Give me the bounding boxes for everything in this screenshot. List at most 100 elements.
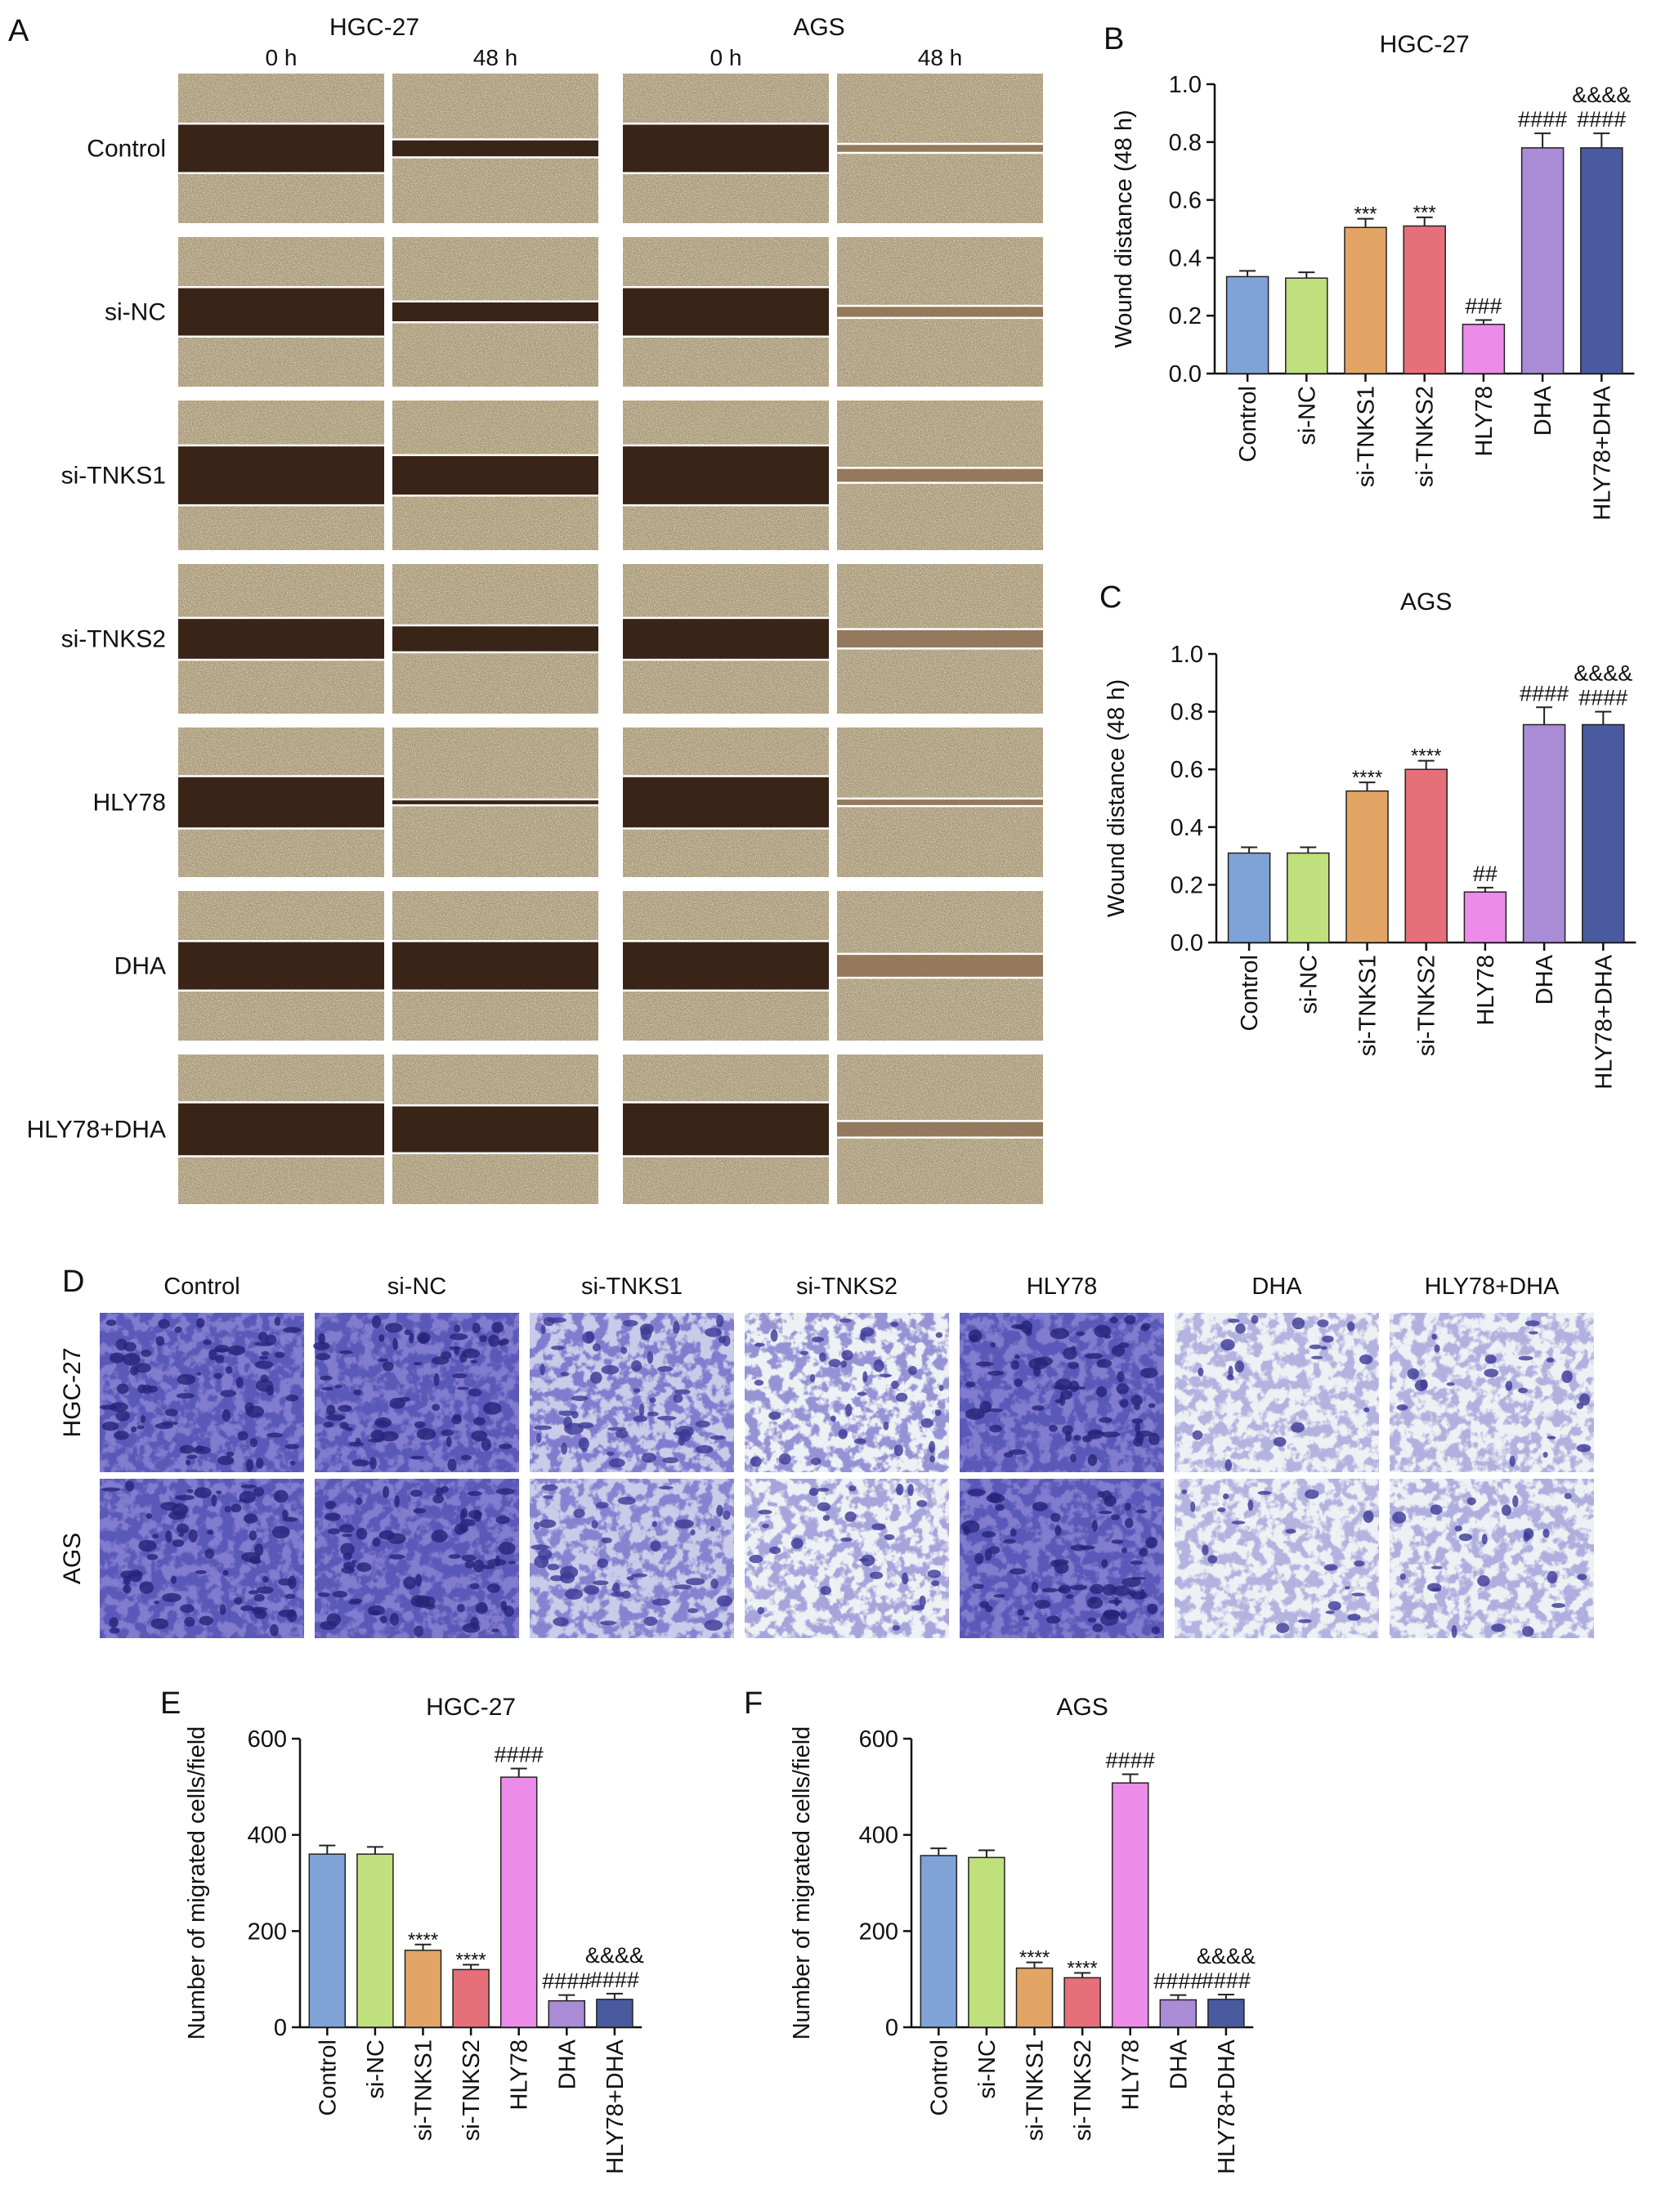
chart-c: C AGS 0.0 0.2 0.4 0.6 0.8 1.0 Wound distance (48…	[1099, 580, 1636, 1090]
y-tick-label: 600	[248, 1726, 287, 1753]
transwell-image	[1390, 1479, 1594, 1638]
bar	[1227, 852, 1271, 943]
transwell-image	[1175, 1479, 1379, 1638]
time-label: 48 h	[918, 45, 963, 70]
micrograph	[178, 74, 384, 223]
y-tick-label: 0.0	[1169, 361, 1202, 387]
micrograph	[837, 564, 1043, 714]
y-tick-label: 0.4	[1171, 815, 1203, 841]
bar	[1287, 852, 1330, 943]
row-label: si-TNKS1	[61, 463, 166, 490]
category-label: Control	[315, 2040, 341, 2116]
significance-label: ####	[1518, 107, 1567, 132]
bar	[1344, 226, 1387, 374]
y-axis-label: Wound distance (48 h)	[1111, 110, 1137, 347]
category-label: si-TNKS1	[411, 2040, 437, 2141]
bar	[1015, 1967, 1054, 2028]
micrograph	[623, 74, 829, 223]
micrograph	[837, 74, 1043, 223]
transwell-image	[1390, 1313, 1594, 1472]
column-label: DHA	[1251, 1274, 1302, 1300]
significance-label: ##	[1473, 862, 1498, 886]
significance-label: ####	[1520, 681, 1569, 705]
bar	[968, 1856, 1005, 2028]
bar	[920, 1855, 958, 2028]
significance-label: ####	[1577, 107, 1626, 132]
transwell-image	[100, 1479, 304, 1638]
significance-label: ***	[1413, 202, 1436, 224]
panel-letter: F	[744, 1686, 763, 1721]
category-label: Control	[926, 2040, 952, 2116]
transwell-image	[745, 1479, 949, 1638]
row-label: HLY78	[92, 790, 166, 817]
significance-label: ****	[1067, 1958, 1097, 1980]
category-label: DHA	[1530, 385, 1556, 436]
significance-label: &&&&	[585, 1943, 644, 1968]
category-label: si-NC	[1294, 386, 1320, 446]
category-label: DHA	[1532, 954, 1558, 1005]
y-tick-label: 1.0	[1171, 642, 1203, 668]
bar-charts: B HGC-27 0.0 0.2 0.4 0.6 0.8 1.0 Wound distance …	[160, 22, 1636, 2174]
category-label: HLY78	[1473, 955, 1499, 1026]
column-label: HLY78+DHA	[1425, 1274, 1560, 1300]
micrograph	[392, 401, 598, 550]
y-tick-label: 0.8	[1171, 700, 1203, 726]
category-label: Control	[1235, 386, 1261, 463]
micrograph	[837, 401, 1043, 550]
bar	[1580, 147, 1623, 374]
bar	[596, 1999, 634, 2028]
micrograph	[392, 74, 598, 223]
row-label: DHA	[114, 953, 166, 980]
bar	[1225, 275, 1269, 374]
y-tick-label: 0.2	[1169, 303, 1202, 329]
micrograph	[178, 564, 384, 714]
micrograph	[178, 728, 384, 877]
y-tick-label: 400	[248, 1823, 287, 1849]
y-tick-label: 200	[248, 1919, 287, 1945]
panel-d-transwell: D Control si-NC si-TNKS1 si-TNKS2 HLY78 DHA HLY…	[59, 1265, 1594, 1638]
panel-letter-a: A	[8, 14, 29, 48]
bar	[1403, 225, 1446, 374]
y-tick-label: 1.0	[1169, 72, 1202, 98]
y-tick-label: 400	[859, 1823, 898, 1849]
y-tick-label: 200	[859, 1919, 898, 1945]
significance-label: ***	[1354, 204, 1377, 226]
panel-a-wound-healing: A HGC-27 AGS 0 h 48 h 0 h 48 h Control si-NC si-T…	[8, 14, 1043, 1204]
row-label: AGS	[59, 1533, 86, 1584]
transwell-image	[99, 1313, 304, 1472]
micrograph	[178, 891, 384, 1041]
significance-label: &&&&	[1572, 83, 1631, 107]
category-label: si-TNKS2	[1414, 955, 1440, 1056]
column-label: si-TNKS2	[796, 1274, 898, 1300]
panel-letter-d: D	[62, 1265, 84, 1299]
time-label: 0 h	[710, 45, 742, 70]
significance-label: ****	[1019, 1947, 1050, 1969]
bar	[1582, 723, 1625, 943]
bar	[404, 1950, 442, 2028]
micrograph	[178, 1055, 384, 1204]
category-label: DHA	[1166, 2039, 1192, 2089]
significance-label: ####	[1202, 1968, 1251, 1993]
micrograph	[392, 237, 598, 387]
significance-label: ####	[542, 1969, 591, 1994]
bar	[356, 1853, 394, 2028]
significance-label: ####	[495, 1742, 544, 1766]
bar	[1462, 324, 1506, 374]
row-label: Control	[87, 136, 166, 163]
category-label: si-NC	[974, 2040, 1001, 2099]
line-label-hgc27: HGC-27	[329, 14, 419, 41]
micrograph	[837, 728, 1043, 877]
chart-title: HGC-27	[1380, 31, 1470, 58]
micrograph	[178, 237, 384, 387]
micrograph	[392, 564, 598, 714]
row-label: si-TNKS2	[61, 626, 166, 653]
micrograph	[392, 728, 598, 877]
micrograph	[837, 1055, 1043, 1204]
micrograph	[837, 891, 1043, 1041]
category-label: DHA	[554, 2039, 580, 2089]
y-axis-label: Number of migrated cells/field	[184, 1726, 210, 2040]
significance-label: ####	[1578, 686, 1627, 710]
micrograph	[178, 401, 384, 550]
category-label: Control	[1237, 955, 1263, 1032]
micrograph	[623, 237, 829, 387]
